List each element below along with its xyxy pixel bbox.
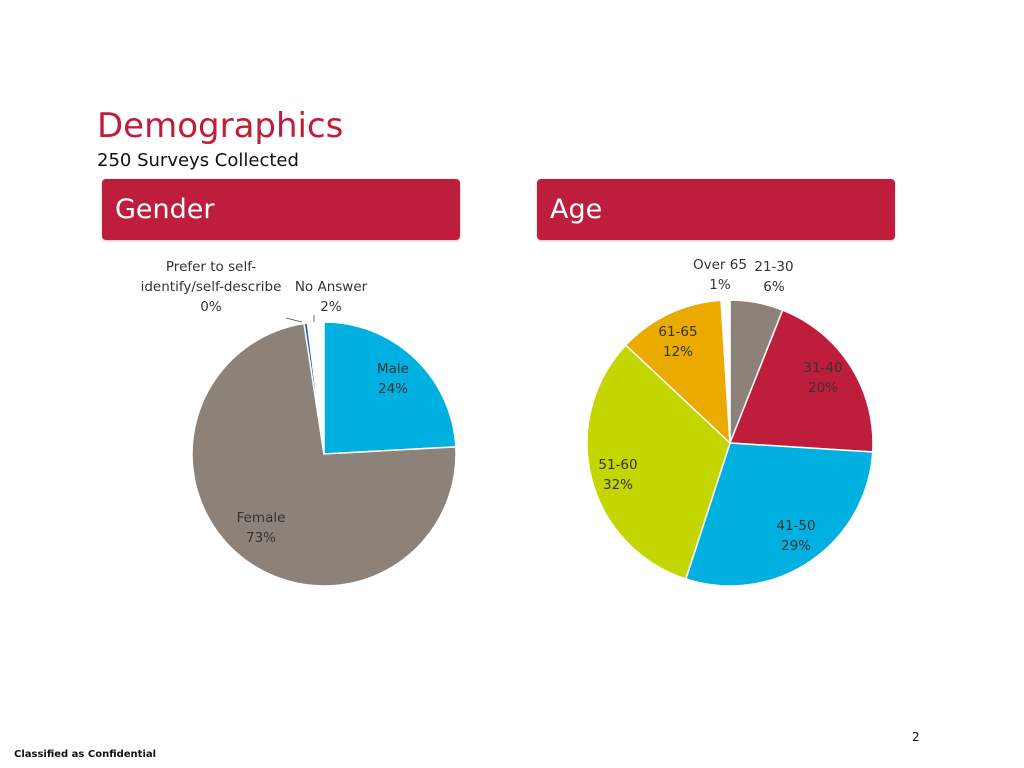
gender-banner: Gender — [102, 179, 460, 240]
age-label-over-65: Over 65 1% — [693, 257, 747, 293]
age-slice-61-65 — [624, 299, 731, 445]
age-label-31-40: 31-40 20% — [803, 360, 842, 396]
gender-banner-label: Gender — [115, 194, 215, 225]
age-banner: Age — [537, 179, 895, 240]
gender-leader-self-describe — [285, 317, 303, 323]
age-label-21-30: 21-30 6% — [754, 259, 793, 295]
gender-slice-no-answer — [306, 317, 325, 451]
page-number: 2 — [912, 730, 920, 744]
age-label-61-65: 61-65 12% — [658, 324, 697, 360]
age-slice-51-60 — [586, 344, 731, 580]
gender-label-prefer-to-self-identify-self-describe: Prefer to self-identify/self-describe 0% — [141, 259, 282, 315]
age-slice-over-65 — [720, 295, 731, 440]
gender-label-female: Female 73% — [237, 510, 286, 546]
gender-slice-male — [323, 321, 457, 455]
age-slice-41-50 — [684, 442, 874, 587]
age-banner-label: Age — [550, 194, 603, 225]
gender-label-no-answer: No Answer 2% — [295, 279, 368, 315]
page-subtitle: 250 Surveys Collected — [97, 150, 299, 171]
page-title: Demographics — [97, 106, 344, 146]
gender-label-male: Male 24% — [377, 361, 409, 397]
gender-slice-female — [191, 322, 457, 587]
age-label-51-60: 51-60 32% — [598, 457, 637, 493]
age-slice-31-40 — [728, 309, 874, 453]
classification-label: Classified as Confidential — [14, 749, 157, 760]
age-label-41-50: 41-50 29% — [776, 518, 815, 554]
